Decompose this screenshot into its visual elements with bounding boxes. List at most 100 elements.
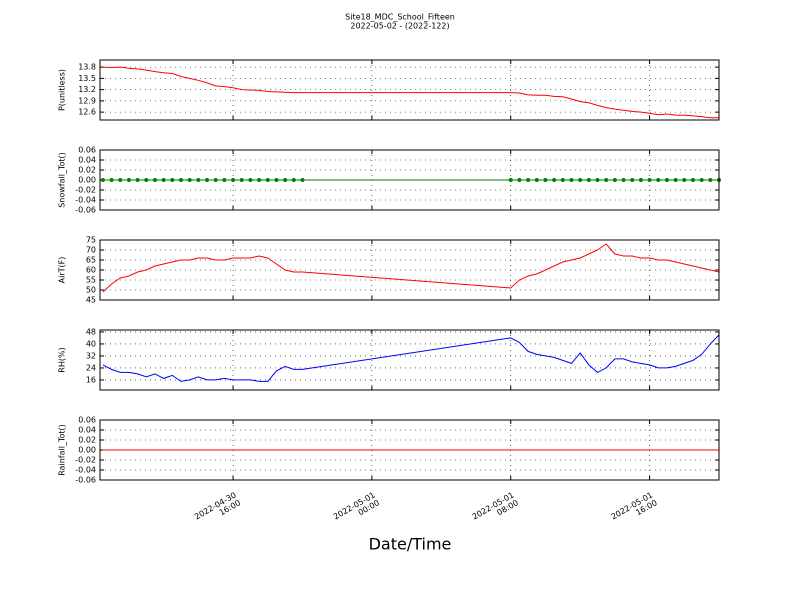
data-point — [231, 178, 236, 182]
data-point — [664, 178, 669, 182]
data-point — [152, 178, 157, 182]
y-tick-label: 45 — [86, 296, 96, 305]
data-point — [647, 178, 652, 182]
y-axis-label: P(unitless) — [58, 69, 67, 111]
y-tick-label: 13.8 — [78, 63, 96, 72]
y-tick-label: -0.06 — [75, 206, 96, 215]
y-tick-label: 65 — [86, 256, 96, 265]
data-point — [205, 178, 210, 182]
y-tick-label: -0.04 — [75, 196, 96, 205]
data-point — [274, 178, 279, 182]
plot-frame — [99, 419, 720, 481]
data-point — [283, 178, 288, 182]
data-point — [508, 178, 513, 182]
data-point — [682, 178, 687, 182]
y-tick-label: 0.00 — [78, 176, 96, 185]
plot-frame — [99, 239, 720, 301]
chart-subtitle: 2022-05-02 - (2022-122) — [350, 22, 449, 31]
data-point — [144, 178, 149, 182]
y-tick-label: 50 — [86, 286, 96, 295]
plot-frame — [99, 149, 720, 211]
y-tick-label: 13.2 — [78, 85, 96, 94]
data-point — [187, 178, 192, 182]
data-point — [291, 178, 296, 182]
plot-frame — [99, 329, 720, 391]
data-point — [239, 178, 244, 182]
y-axis-label: RH(%) — [58, 347, 67, 372]
y-tick-label: 70 — [86, 246, 96, 255]
data-point — [552, 178, 557, 182]
y-tick-label: -0.02 — [75, 186, 96, 195]
y-tick-label: 13.5 — [78, 74, 96, 83]
x-tick-label: 2022-05-0100:00 — [332, 490, 381, 529]
data-point — [213, 178, 218, 182]
x-tick-label: 2022-05-0108:00 — [470, 490, 519, 529]
y-tick-label: -0.02 — [75, 456, 96, 465]
y-tick-label: 60 — [86, 266, 96, 275]
y-tick-label: 48 — [86, 327, 96, 336]
x-tick-label: 2022-04-3016:00 — [193, 490, 242, 529]
data-point — [534, 178, 539, 182]
data-point — [526, 178, 531, 182]
x-axis-label: Date/Time — [369, 535, 452, 554]
data-point — [595, 178, 600, 182]
y-tick-label: 32 — [86, 351, 96, 360]
y-tick-label: 12.6 — [78, 108, 96, 117]
y-axis-label: AirT(F) — [58, 257, 67, 284]
data-point — [300, 178, 305, 182]
y-tick-label: 16 — [86, 375, 96, 384]
data-point — [248, 178, 253, 182]
plot-frame — [99, 59, 720, 121]
y-tick-label: 24 — [86, 363, 96, 372]
data-point — [222, 178, 227, 182]
data-point — [699, 178, 704, 182]
data-point — [196, 178, 201, 182]
data-point — [621, 178, 626, 182]
data-point — [630, 178, 635, 182]
y-tick-label: 0.04 — [78, 426, 96, 435]
data-point — [578, 178, 583, 182]
data-point — [708, 178, 713, 182]
y-tick-label: 0.06 — [78, 146, 96, 155]
y-tick-label: 75 — [86, 236, 96, 245]
y-axis-label: Snowfall_Tot() — [58, 152, 67, 208]
data-point — [656, 178, 661, 182]
data-point — [178, 178, 183, 182]
data-point — [569, 178, 574, 182]
data-line — [102, 334, 720, 382]
y-tick-label: -0.06 — [75, 476, 96, 485]
data-point — [170, 178, 175, 182]
data-point — [560, 178, 565, 182]
data-point — [265, 178, 270, 182]
data-point — [161, 178, 166, 182]
y-tick-label: 0.02 — [78, 166, 96, 175]
data-point — [257, 178, 262, 182]
y-tick-label: 0.00 — [78, 446, 96, 455]
data-line — [102, 243, 720, 293]
y-tick-label: 0.04 — [78, 156, 96, 165]
data-point — [126, 178, 131, 182]
y-tick-label: 40 — [86, 339, 96, 348]
data-point — [690, 178, 695, 182]
chart-title: Site18_MDC_School_Fifteen — [345, 13, 455, 22]
y-tick-label: -0.04 — [75, 466, 96, 475]
y-tick-label: 12.9 — [78, 96, 96, 105]
data-point — [100, 178, 105, 182]
data-point — [586, 178, 591, 182]
data-point — [109, 178, 114, 182]
y-tick-label: 0.06 — [78, 416, 96, 425]
data-point — [517, 178, 522, 182]
data-point — [673, 178, 678, 182]
y-tick-label: 0.02 — [78, 436, 96, 445]
data-point — [118, 178, 123, 182]
data-line — [102, 66, 719, 119]
data-point — [638, 178, 643, 182]
data-point — [612, 178, 617, 182]
y-axis-label: Rainfall_Tot() — [58, 424, 67, 476]
y-tick-label: 55 — [86, 276, 96, 285]
data-point — [135, 178, 140, 182]
x-tick-label: 2022-05-0116:00 — [609, 490, 658, 529]
data-point — [604, 178, 609, 182]
data-point — [543, 178, 548, 182]
